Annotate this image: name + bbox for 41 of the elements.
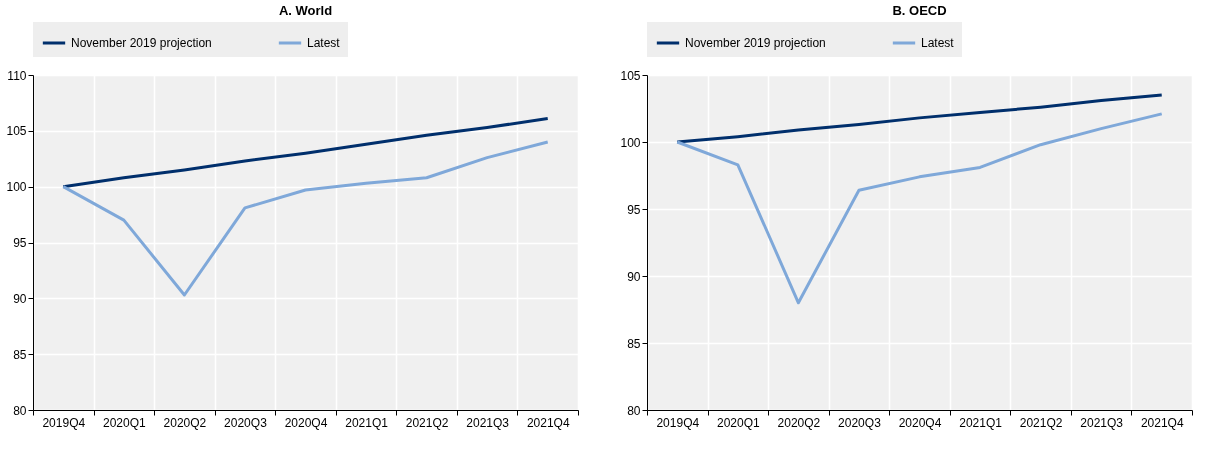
x-tick-label: 2019Q4 [656,415,700,430]
y-tick-label: 100 [6,180,27,195]
y-tick-label: 85 [13,347,27,362]
y-tick-label: 90 [627,269,641,284]
y-tick-label: 95 [13,236,27,250]
x-tick-label: 2019Q4 [42,415,86,430]
y-tick-label: 105 [620,68,641,83]
chart-title: B. OECD [892,3,947,18]
y-tick-label: 110 [7,68,27,83]
x-tick-label: 2020Q1 [102,415,147,430]
x-tick-label: 2021Q3 [466,415,510,430]
y-tick-label: 90 [13,291,27,306]
y-tick-label: 100 [620,135,641,150]
line-series [61,140,550,297]
y-tick-label: 105 [6,124,27,139]
legend-label: Latest [921,36,955,50]
y-tick-label: 85 [627,336,641,351]
y-tick-label: 95 [627,202,641,217]
x-tick-label: 2020Q1 [716,415,761,430]
legend-label: November 2019 projection [685,36,826,50]
line-series [61,117,550,189]
x-tick-label: 2020Q4 [284,415,328,430]
x-tick-label: 2020Q3 [224,415,268,430]
legend-label: November 2019 projection [71,36,212,50]
y-tick-label: 80 [627,403,641,418]
y-tick-label: 80 [13,403,27,418]
x-tick-label: 2021Q4 [1140,415,1184,430]
x-tick-label: 2020Q4 [898,415,942,430]
x-tick-label: 2021Q3 [1080,415,1124,430]
x-tick-label: 2021Q2 [1019,415,1063,430]
x-tick-label: 2021Q4 [526,415,570,430]
x-tick-label: 2021Q1 [959,415,1003,430]
legend-label: Latest [307,36,341,50]
chart-title: A. World [278,3,333,18]
x-tick-label: 2021Q2 [405,415,449,430]
x-tick-label: 2020Q2 [777,415,821,430]
x-tick-label: 2020Q2 [163,415,207,430]
line-series [675,93,1164,144]
line-series [675,112,1164,305]
x-tick-label: 2021Q1 [345,415,389,430]
x-tick-label: 2020Q3 [838,415,882,430]
